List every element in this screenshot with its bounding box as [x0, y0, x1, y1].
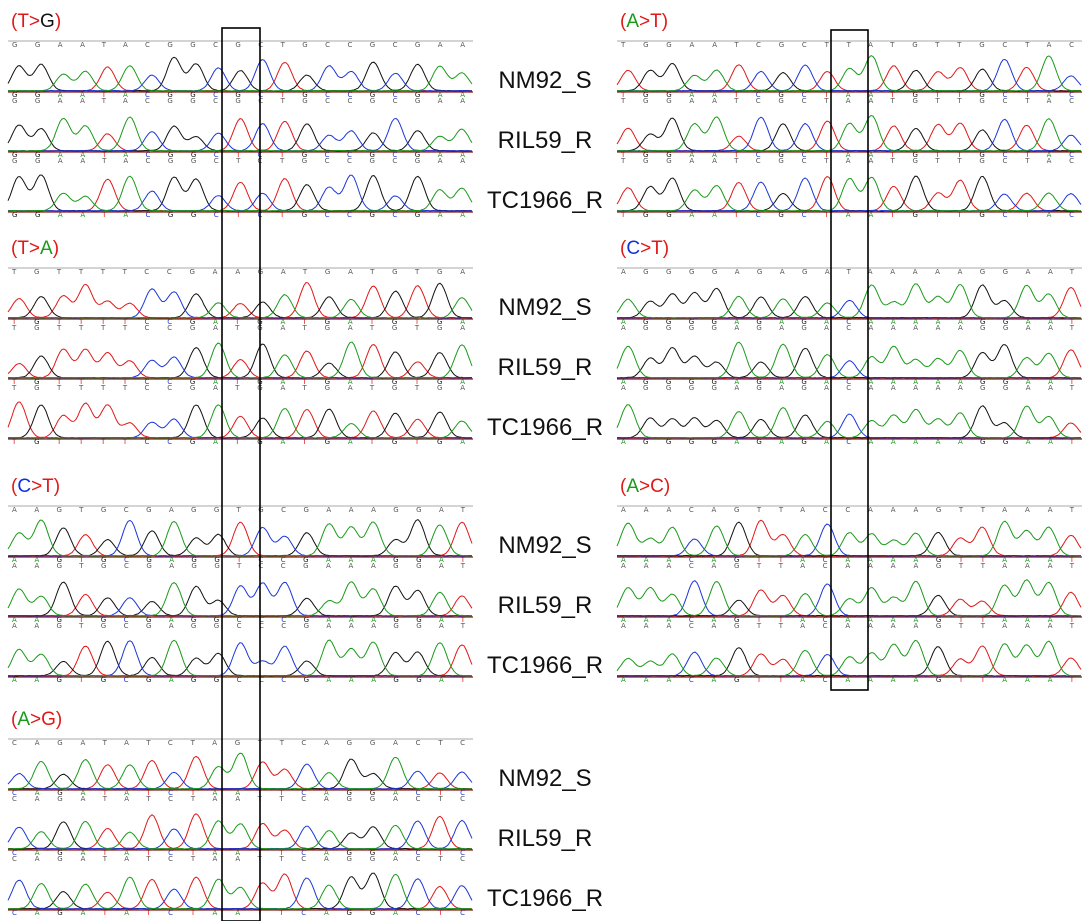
mutation-label: (T>A): [11, 238, 59, 259]
base-calls: AGGGGAGAGATAAAAAGGAAT: [621, 268, 1075, 276]
sample-name: NM92_S: [498, 294, 591, 321]
trace: [617, 520, 1081, 556]
trace: [617, 406, 1081, 438]
trace: [617, 285, 1081, 318]
sample-name: RIL59_R: [498, 127, 593, 154]
sample-name: RIL59_R: [498, 354, 593, 381]
base-calls: TGGAATCGCTTATGTTGCTAC: [620, 41, 1074, 49]
trace: [617, 176, 1081, 211]
figure: AAACAGTTACAAAAGTTAAATAAACAGTTACAAAAGTTAA…: [0, 0, 1084, 921]
base-calls: CAGATATCTAGTTCAGGACTC: [12, 739, 465, 747]
mutation-label: (C>T): [620, 238, 669, 259]
trace: [8, 822, 472, 849]
label-part: A: [17, 709, 30, 730]
trace: [8, 344, 472, 378]
mutation-label: (T>G): [11, 11, 61, 32]
trace: [8, 878, 472, 909]
sample-name: NM92_S: [498, 532, 591, 559]
trace: [8, 594, 472, 616]
trace: [617, 56, 1081, 91]
sample-name: TC1966_R: [487, 187, 603, 214]
trace: [8, 645, 472, 676]
trace: [8, 60, 472, 91]
label-part: >T): [639, 11, 668, 32]
highlight-box: [222, 28, 260, 921]
label-part: C: [17, 476, 31, 497]
trace: [8, 405, 472, 438]
trace: [8, 753, 472, 789]
sample-name: NM92_S: [498, 765, 591, 792]
label-part: C: [626, 238, 640, 259]
trace: [8, 57, 472, 91]
trace: [8, 118, 472, 151]
trace: [8, 520, 472, 556]
trace: [8, 814, 472, 849]
sample-name: RIL59_R: [498, 825, 593, 852]
trace: [8, 522, 472, 556]
sample-name: TC1966_R: [487, 652, 603, 679]
sample-name: TC1966_R: [487, 885, 603, 912]
mutation-label: (A>C): [620, 476, 670, 497]
label-part: >G): [30, 709, 62, 730]
base-calls: TGTTTTCCGAAGATGATGTGA: [11, 268, 465, 276]
trace: [617, 350, 1081, 378]
sample-name: NM92_S: [498, 67, 591, 94]
trace: [617, 287, 1081, 318]
trace: [8, 124, 472, 151]
trace: [617, 405, 1081, 438]
trace: [8, 402, 472, 438]
trace: [617, 646, 1081, 676]
label-part: >T): [31, 476, 60, 497]
trace: [617, 64, 1081, 92]
trace: [8, 175, 472, 211]
trace: [8, 117, 472, 151]
trace: [8, 179, 472, 211]
trace: [617, 640, 1081, 676]
mutation-label: (C>T): [11, 476, 60, 497]
base-calls: GGAATACGGCGCTGCCGCGAA: [12, 41, 465, 49]
mutation-label: (A>G): [11, 709, 62, 730]
trace: [8, 873, 472, 909]
label-part: A: [626, 476, 639, 497]
trace: [617, 423, 1081, 438]
base-calls: AAACAGTTACCAAAGTTAAAT: [621, 506, 1075, 514]
trace: [617, 647, 1081, 676]
trace: [8, 874, 472, 909]
trace: [617, 345, 1081, 378]
label-part: >C): [639, 476, 670, 497]
trace: [8, 874, 472, 909]
trace: [8, 405, 472, 438]
label-part: A: [626, 11, 639, 32]
trace: [617, 60, 1081, 92]
trace: [617, 521, 1081, 556]
sample-name: TC1966_R: [487, 414, 603, 441]
trace: [8, 283, 472, 318]
sample-name: RIL59_R: [498, 592, 593, 619]
trace: [8, 520, 472, 556]
trace: [8, 66, 472, 91]
highlight-box: [831, 30, 868, 690]
label-part: ): [53, 238, 59, 259]
label-part: A: [40, 238, 53, 259]
label-part: (T>: [11, 238, 40, 259]
trace: [8, 63, 472, 91]
trace: [8, 175, 472, 211]
label-part: ): [55, 11, 61, 32]
trace: [617, 522, 1081, 556]
mutation-label: (A>T): [620, 11, 668, 32]
trace: [617, 342, 1081, 378]
trace: [617, 300, 1081, 318]
label-part: G: [40, 11, 55, 32]
label-part: (T>: [11, 11, 40, 32]
base-calls: AAGTGCGAGGTGCGAAAGGAT: [12, 506, 466, 514]
trace: [8, 520, 472, 556]
label-part: >T): [640, 238, 669, 259]
trace: [8, 582, 472, 616]
trace: [8, 176, 472, 211]
trace: [8, 119, 472, 151]
trace: [8, 640, 472, 676]
